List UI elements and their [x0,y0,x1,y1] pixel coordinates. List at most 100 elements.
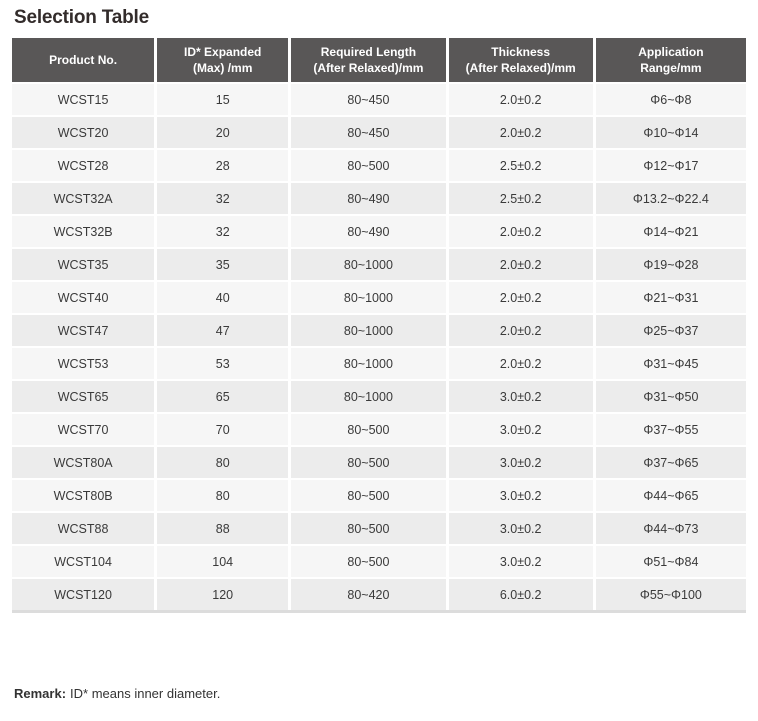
cell-id-expanded: 104 [157,544,292,577]
table-row: WCST104 104 80~500 3.0±0.2 Φ51~Φ84 [12,544,746,577]
cell-required-length: 80~490 [291,214,449,247]
table-row: WCST80A 80 80~500 3.0±0.2 Φ37~Φ65 [12,445,746,478]
cell-thickness: 2.0±0.2 [448,214,596,247]
cell-product-no: WCST70 [12,412,158,445]
cell-application-range: Φ19~Φ28 [595,247,746,280]
cell-required-length: 80~500 [291,412,449,445]
cell-product-no: WCST32A [12,181,158,214]
cell-application-range: Φ12~Φ17 [595,148,746,181]
cell-required-length: 80~1000 [291,313,449,346]
remark-label: Remark: [14,686,67,701]
column-header-application-range: Application Range/mm [595,38,746,82]
cell-application-range: Φ14~Φ21 [595,214,746,247]
cell-id-expanded: 28 [157,148,292,181]
cell-product-no: WCST65 [12,379,158,412]
cell-product-no: WCST104 [12,544,158,577]
cell-required-length: 80~420 [291,577,449,610]
cell-product-no: WCST32B [12,214,158,247]
column-header-product-no: Product No. [12,38,158,82]
table-head: Product No. ID* Expanded (Max) /mm Required… [12,38,746,82]
cell-thickness: 6.0±0.2 [448,577,596,610]
cell-application-range: Φ21~Φ31 [595,280,746,313]
cell-thickness: 3.0±0.2 [448,511,596,544]
cell-required-length: 80~1000 [291,346,449,379]
cell-required-length: 80~450 [291,82,449,115]
cell-thickness: 3.0±0.2 [448,544,596,577]
cell-thickness: 2.0±0.2 [448,346,596,379]
cell-required-length: 80~450 [291,115,449,148]
cell-application-range: Φ51~Φ84 [595,544,746,577]
remark: Remark: ID* means inner diameter. [14,686,758,701]
cell-required-length: 80~1000 [291,247,449,280]
cell-id-expanded: 47 [157,313,292,346]
table-body: WCST15 15 80~450 2.0±0.2 Φ6~Φ8 WCST20 20 80~450… [12,82,746,610]
cell-required-length: 80~500 [291,445,449,478]
cell-id-expanded: 32 [157,181,292,214]
cell-thickness: 2.5±0.2 [448,181,596,214]
selection-table: Product No. ID* Expanded (Max) /mm Required… [12,38,746,610]
cell-product-no: WCST88 [12,511,158,544]
cell-id-expanded: 88 [157,511,292,544]
cell-id-expanded: 120 [157,577,292,610]
table-row: WCST70 70 80~500 3.0±0.2 Φ37~Φ55 [12,412,746,445]
cell-thickness: 2.0±0.2 [448,247,596,280]
cell-thickness: 3.0±0.2 [448,445,596,478]
cell-application-range: Φ31~Φ45 [595,346,746,379]
cell-application-range: Φ55~Φ100 [595,577,746,610]
cell-id-expanded: 70 [157,412,292,445]
table-row: WCST32A 32 80~490 2.5±0.2 Φ13.2~Φ22.4 [12,181,746,214]
cell-thickness: 3.0±0.2 [448,478,596,511]
cell-thickness: 2.0±0.2 [448,82,596,115]
cell-thickness: 3.0±0.2 [448,412,596,445]
table-row: WCST47 47 80~1000 2.0±0.2 Φ25~Φ37 [12,313,746,346]
cell-id-expanded: 40 [157,280,292,313]
cell-application-range: Φ37~Φ65 [595,445,746,478]
cell-id-expanded: 32 [157,214,292,247]
cell-product-no: WCST47 [12,313,158,346]
cell-required-length: 80~490 [291,181,449,214]
cell-application-range: Φ25~Φ37 [595,313,746,346]
cell-thickness: 2.0±0.2 [448,313,596,346]
cell-id-expanded: 15 [157,82,292,115]
table-row: WCST88 88 80~500 3.0±0.2 Φ44~Φ73 [12,511,746,544]
cell-id-expanded: 80 [157,445,292,478]
table-row: WCST80B 80 80~500 3.0±0.2 Φ44~Φ65 [12,478,746,511]
selection-table-wrapper: Product No. ID* Expanded (Max) /mm Required… [12,38,746,613]
table-row: WCST65 65 80~1000 3.0±0.2 Φ31~Φ50 [12,379,746,412]
table-row: WCST35 35 80~1000 2.0±0.2 Φ19~Φ28 [12,247,746,280]
cell-required-length: 80~500 [291,478,449,511]
cell-thickness: 3.0±0.2 [448,379,596,412]
table-row: WCST28 28 80~500 2.5±0.2 Φ12~Φ17 [12,148,746,181]
table-row: WCST120 120 80~420 6.0±0.2 Φ55~Φ100 [12,577,746,610]
cell-id-expanded: 80 [157,478,292,511]
cell-product-no: WCST80A [12,445,158,478]
cell-id-expanded: 35 [157,247,292,280]
cell-application-range: Φ13.2~Φ22.4 [595,181,746,214]
cell-application-range: Φ31~Φ50 [595,379,746,412]
cell-product-no: WCST80B [12,478,158,511]
cell-id-expanded: 20 [157,115,292,148]
table-row: WCST53 53 80~1000 2.0±0.2 Φ31~Φ45 [12,346,746,379]
table-row: WCST15 15 80~450 2.0±0.2 Φ6~Φ8 [12,82,746,115]
column-header-required-length: Required Length (After Relaxed)/mm [291,38,449,82]
cell-required-length: 80~1000 [291,379,449,412]
cell-application-range: Φ37~Φ55 [595,412,746,445]
remark-text: ID* means inner diameter. [70,686,221,701]
cell-required-length: 80~500 [291,511,449,544]
cell-application-range: Φ6~Φ8 [595,82,746,115]
cell-product-no: WCST53 [12,346,158,379]
cell-thickness: 2.5±0.2 [448,148,596,181]
table-row: WCST20 20 80~450 2.0±0.2 Φ10~Φ14 [12,115,746,148]
cell-required-length: 80~500 [291,544,449,577]
header-row: Product No. ID* Expanded (Max) /mm Required… [12,38,746,82]
table-row: WCST40 40 80~1000 2.0±0.2 Φ21~Φ31 [12,280,746,313]
cell-thickness: 2.0±0.2 [448,280,596,313]
cell-product-no: WCST120 [12,577,158,610]
cell-product-no: WCST28 [12,148,158,181]
cell-application-range: Φ44~Φ73 [595,511,746,544]
cell-thickness: 2.0±0.2 [448,115,596,148]
cell-product-no: WCST20 [12,115,158,148]
cell-product-no: WCST15 [12,82,158,115]
cell-required-length: 80~500 [291,148,449,181]
cell-id-expanded: 65 [157,379,292,412]
